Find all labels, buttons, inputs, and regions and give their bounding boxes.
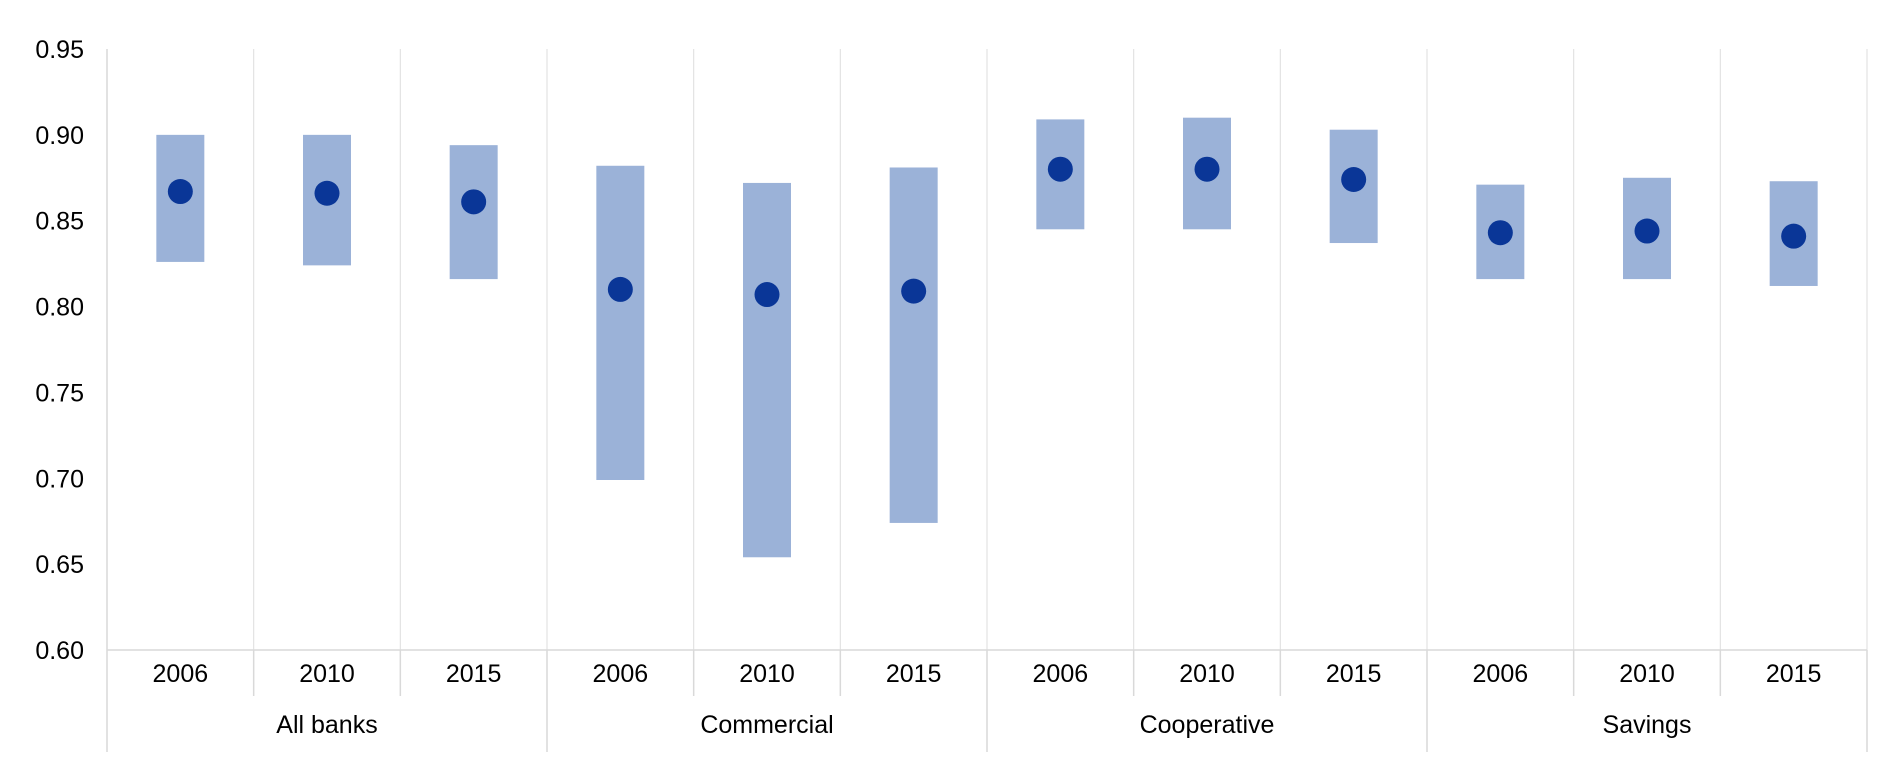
value-dot bbox=[607, 276, 633, 302]
y-tick-label: 0.75 bbox=[35, 379, 84, 407]
x-tick-label: 2015 bbox=[1766, 660, 1822, 688]
group-label: Cooperative bbox=[1140, 711, 1275, 739]
x-tick-label: 2010 bbox=[299, 660, 355, 688]
x-tick-label: 2010 bbox=[739, 660, 795, 688]
x-tick-label: 2006 bbox=[153, 660, 209, 688]
range-bar bbox=[889, 167, 938, 523]
value-dot bbox=[901, 278, 927, 304]
y-tick-label: 0.65 bbox=[35, 551, 84, 579]
value-dot bbox=[1634, 218, 1660, 244]
group-label: All banks bbox=[276, 711, 377, 739]
value-dot bbox=[1781, 223, 1807, 249]
value-dot bbox=[1341, 167, 1367, 193]
x-tick-label: 2015 bbox=[1326, 660, 1382, 688]
grid-lines bbox=[253, 49, 1868, 650]
value-dot bbox=[1487, 220, 1513, 246]
y-tick-label: 0.90 bbox=[35, 122, 84, 150]
y-tick-label: 0.95 bbox=[35, 36, 84, 64]
y-tick-label: 0.60 bbox=[35, 637, 84, 665]
x-tick-label: 2015 bbox=[886, 660, 942, 688]
y-tick-label: 0.70 bbox=[35, 465, 84, 493]
value-dot bbox=[167, 179, 193, 205]
range-bar bbox=[596, 165, 645, 481]
y-tick-label: 0.85 bbox=[35, 208, 84, 236]
group-label: Savings bbox=[1603, 711, 1692, 739]
value-dot bbox=[461, 189, 487, 215]
value-dot bbox=[1194, 156, 1220, 182]
value-dot bbox=[754, 282, 780, 308]
x-tick-label: 2006 bbox=[1033, 660, 1089, 688]
range-bar bbox=[743, 182, 791, 558]
x-tick-label: 2006 bbox=[593, 660, 649, 688]
x-tick-label: 2015 bbox=[446, 660, 502, 688]
tick-labels: 0.60 0.65 0.70 0.75 0.80 0.85 0.90 0.95 2006 2010… bbox=[35, 36, 1821, 739]
x-tick-label: 2010 bbox=[1179, 660, 1235, 688]
value-dots bbox=[167, 156, 1807, 308]
x-tick-label: 2006 bbox=[1473, 660, 1529, 688]
x-tick-label: 2010 bbox=[1619, 660, 1675, 688]
group-label: Commercial bbox=[700, 711, 833, 739]
y-tick-label: 0.80 bbox=[35, 294, 84, 322]
axes bbox=[106, 49, 1868, 752]
value-dot bbox=[314, 180, 340, 206]
value-dot bbox=[1047, 156, 1073, 182]
